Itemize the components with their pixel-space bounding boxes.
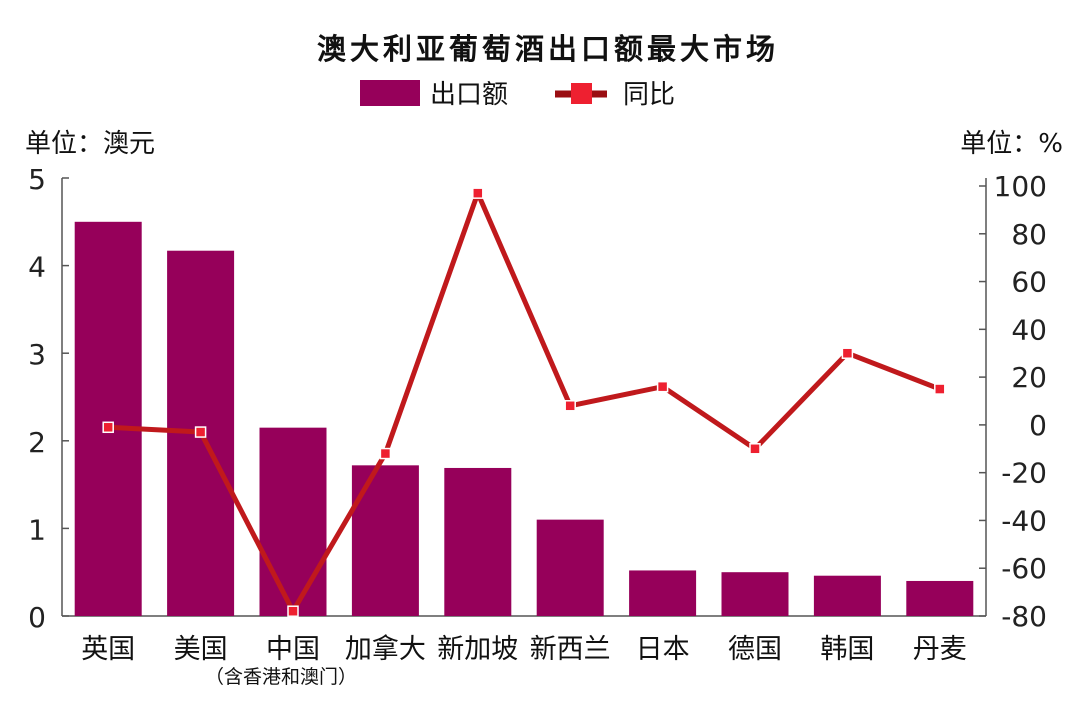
right-unit-label: 单位：% (960, 129, 1063, 159)
right-tick-label: 40 (1011, 313, 1047, 346)
category-label: 英国 (81, 634, 135, 665)
right-tick-label: -20 (1001, 457, 1047, 490)
left-tick-label: 3 (28, 338, 46, 371)
right-tick-label: 0 (1029, 409, 1047, 442)
category-label: 新西兰 (530, 634, 611, 665)
legend-line-label: 同比 (623, 80, 675, 110)
category-label: 美国 (174, 634, 228, 665)
left-tick-label: 1 (28, 513, 46, 546)
bar (536, 519, 604, 616)
yoy-point (472, 187, 484, 199)
category-note: （含香港和澳门） (205, 666, 357, 688)
bar (629, 570, 697, 616)
yoy-point (194, 426, 207, 438)
category-label: 韩国 (820, 634, 874, 665)
yoy-point (102, 421, 114, 434)
right-tick-label: -80 (1001, 600, 1047, 633)
right-tick-label: 80 (1011, 218, 1047, 251)
category-label: 德国 (728, 634, 782, 665)
right-tick-label: -60 (1001, 552, 1047, 585)
right-tick-label: 60 (1011, 266, 1047, 299)
yoy-point (656, 380, 669, 393)
legend-line-marker (571, 83, 592, 104)
yoy-point (379, 447, 392, 460)
right-tick-label: -40 (1001, 504, 1047, 537)
bar (813, 575, 881, 616)
right-tick-label: 20 (1011, 361, 1047, 394)
chart-title: 澳大利亚葡萄酒出口额最大市场 (317, 32, 779, 66)
yoy-point (749, 443, 761, 455)
yoy-point (287, 605, 299, 617)
plot-area: 012345-80-60-40-20020406080100英国 美国 中国 加拿大新… (28, 163, 1047, 688)
category-label: 丹麦 (913, 634, 967, 665)
category-label: 中国 (266, 634, 320, 665)
bar (721, 572, 789, 616)
legend: 出口额 同比 (360, 80, 675, 110)
bar (351, 465, 419, 616)
legend-bar-swatch (360, 80, 420, 106)
left-unit-label: 单位：澳元 (25, 129, 155, 159)
bar (444, 467, 512, 616)
category-label: 日本 (636, 634, 690, 665)
yoy-point (564, 400, 576, 412)
left-tick-label: 2 (28, 426, 46, 459)
bar (259, 427, 327, 616)
bar (906, 580, 974, 616)
yoy-line (108, 190, 941, 614)
left-tick-label: 4 (28, 251, 46, 284)
bar (74, 221, 142, 617)
left-tick-label: 0 (28, 601, 46, 634)
legend-bar-label: 出口额 (430, 80, 508, 110)
yoy-point (841, 347, 854, 359)
category-label: 新加坡 (437, 634, 518, 665)
yoy-point (934, 383, 946, 395)
left-tick-label: 5 (28, 163, 46, 196)
right-tick-label: 100 (994, 170, 1047, 203)
category-label: 加拿大 (345, 634, 426, 665)
